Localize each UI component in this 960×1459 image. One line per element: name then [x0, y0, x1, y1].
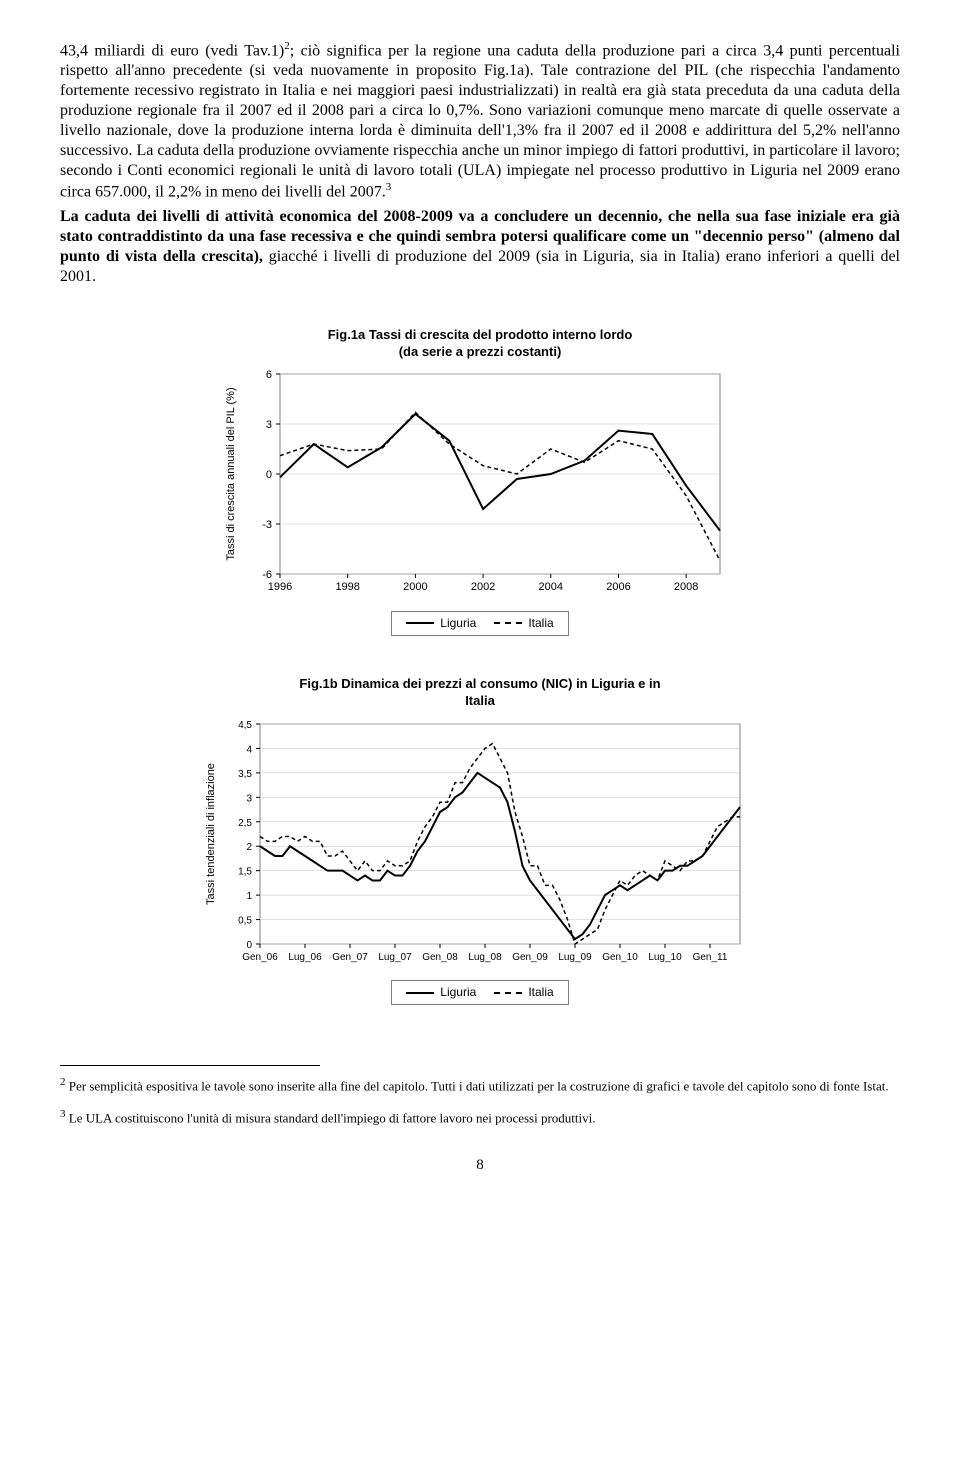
svg-text:2008: 2008	[674, 581, 698, 593]
svg-text:2000: 2000	[403, 581, 427, 593]
p1-a: 43,4 miliardi di euro (vedi Tav.1)	[60, 42, 284, 59]
chart-1b-legend: Liguria Italia	[200, 980, 760, 1006]
svg-text:1,5: 1,5	[238, 866, 252, 877]
svg-text:2: 2	[246, 842, 252, 853]
chart-1a-title: Fig.1a Tassi di crescita del prodotto in…	[200, 327, 760, 361]
svg-text:Lug_10: Lug_10	[648, 952, 682, 963]
chart-1a-legend: Liguria Italia	[200, 610, 760, 636]
svg-text:Lug_07: Lug_07	[378, 952, 412, 963]
body-paragraph-2: La caduta dei livelli di attività econom…	[60, 207, 900, 287]
chart-1b-title: Fig.1b Dinamica dei prezzi al consumo (N…	[200, 676, 760, 710]
svg-text:Lug_06: Lug_06	[288, 952, 322, 963]
footnote-2: 2 Per semplicità espositiva le tavole so…	[60, 1076, 900, 1095]
svg-text:0: 0	[246, 940, 252, 951]
svg-text:1996: 1996	[268, 581, 292, 593]
page-number: 8	[60, 1156, 900, 1175]
legend-liguria-label: Liguria	[440, 616, 476, 631]
body-paragraph-1: 43,4 miliardi di euro (vedi Tav.1)2; ciò…	[60, 40, 900, 203]
legend2-liguria: Liguria	[406, 985, 476, 1000]
footnote-3-text: Le ULA costituiscono l'unità di misura s…	[66, 1110, 596, 1125]
svg-text:2,5: 2,5	[238, 817, 252, 828]
svg-text:2002: 2002	[471, 581, 495, 593]
chart-1a-svg: -6 -3 0 3 6 1996 1998 2000 2002 2004 2006 2008 Tassi…	[220, 364, 740, 604]
p1-b: ; ciò significa per la regione una cadut…	[60, 42, 900, 200]
svg-text:1: 1	[246, 891, 252, 902]
footnote-rule	[60, 1065, 320, 1072]
legend2-liguria-label: Liguria	[440, 985, 476, 1000]
chart-1b-container: Fig.1b Dinamica dei prezzi al consumo (N…	[200, 676, 760, 1005]
svg-text:0: 0	[266, 469, 272, 481]
sup-3: 3	[386, 181, 392, 193]
svg-text:Tassi tendenziali di inflazion: Tassi tendenziali di inflazione	[205, 763, 217, 905]
chart-1b-title-l2: Italia	[465, 693, 495, 708]
svg-text:3: 3	[266, 419, 272, 431]
svg-text:6: 6	[266, 369, 272, 381]
footnote-2-text: Per semplicità espositiva le tavole sono…	[66, 1079, 889, 1094]
svg-text:2006: 2006	[606, 581, 630, 593]
legend2-italia: Italia	[494, 985, 553, 1000]
chart-1a-title-l1: Fig.1a Tassi di crescita del prodotto in…	[328, 327, 633, 342]
svg-text:2004: 2004	[539, 581, 563, 593]
svg-text:1998: 1998	[335, 581, 359, 593]
svg-text:-6: -6	[262, 569, 272, 581]
svg-text:Gen_10: Gen_10	[602, 952, 638, 963]
legend-italia: Italia	[494, 616, 553, 631]
svg-text:0,5: 0,5	[238, 915, 252, 926]
svg-text:Lug_08: Lug_08	[468, 952, 502, 963]
svg-text:4: 4	[246, 744, 252, 755]
svg-text:Tassi di crescita annuali del: Tassi di crescita annuali del PIL (%)	[225, 388, 237, 561]
legend-italia-label: Italia	[528, 616, 553, 631]
svg-text:Lug_09: Lug_09	[558, 952, 592, 963]
svg-text:-3: -3	[262, 519, 272, 531]
svg-text:Gen_09: Gen_09	[512, 952, 548, 963]
svg-text:Gen_07: Gen_07	[332, 952, 368, 963]
legend2-italia-label: Italia	[528, 985, 553, 1000]
chart-1a-title-l2: (da serie a prezzi costanti)	[399, 344, 562, 359]
svg-text:Gen_11: Gen_11	[693, 952, 728, 963]
svg-text:Gen_08: Gen_08	[422, 952, 458, 963]
svg-text:Gen_06: Gen_06	[242, 952, 278, 963]
svg-text:4,5: 4,5	[238, 720, 252, 731]
chart-1b-title-l1: Fig.1b Dinamica dei prezzi al consumo (N…	[299, 676, 660, 691]
svg-text:3,5: 3,5	[238, 769, 252, 780]
chart-1a-container: Fig.1a Tassi di crescita del prodotto in…	[200, 327, 760, 636]
svg-text:3: 3	[246, 793, 252, 804]
footnote-3: 3 Le ULA costituiscono l'unità di misura…	[60, 1108, 900, 1127]
legend-liguria: Liguria	[406, 616, 476, 631]
chart-1b-svg: 0 0,5 1 1,5 2 2,5 3 3,5 4 4,5 Gen_06 Lug_06 Gen_07 Lu…	[200, 714, 760, 974]
